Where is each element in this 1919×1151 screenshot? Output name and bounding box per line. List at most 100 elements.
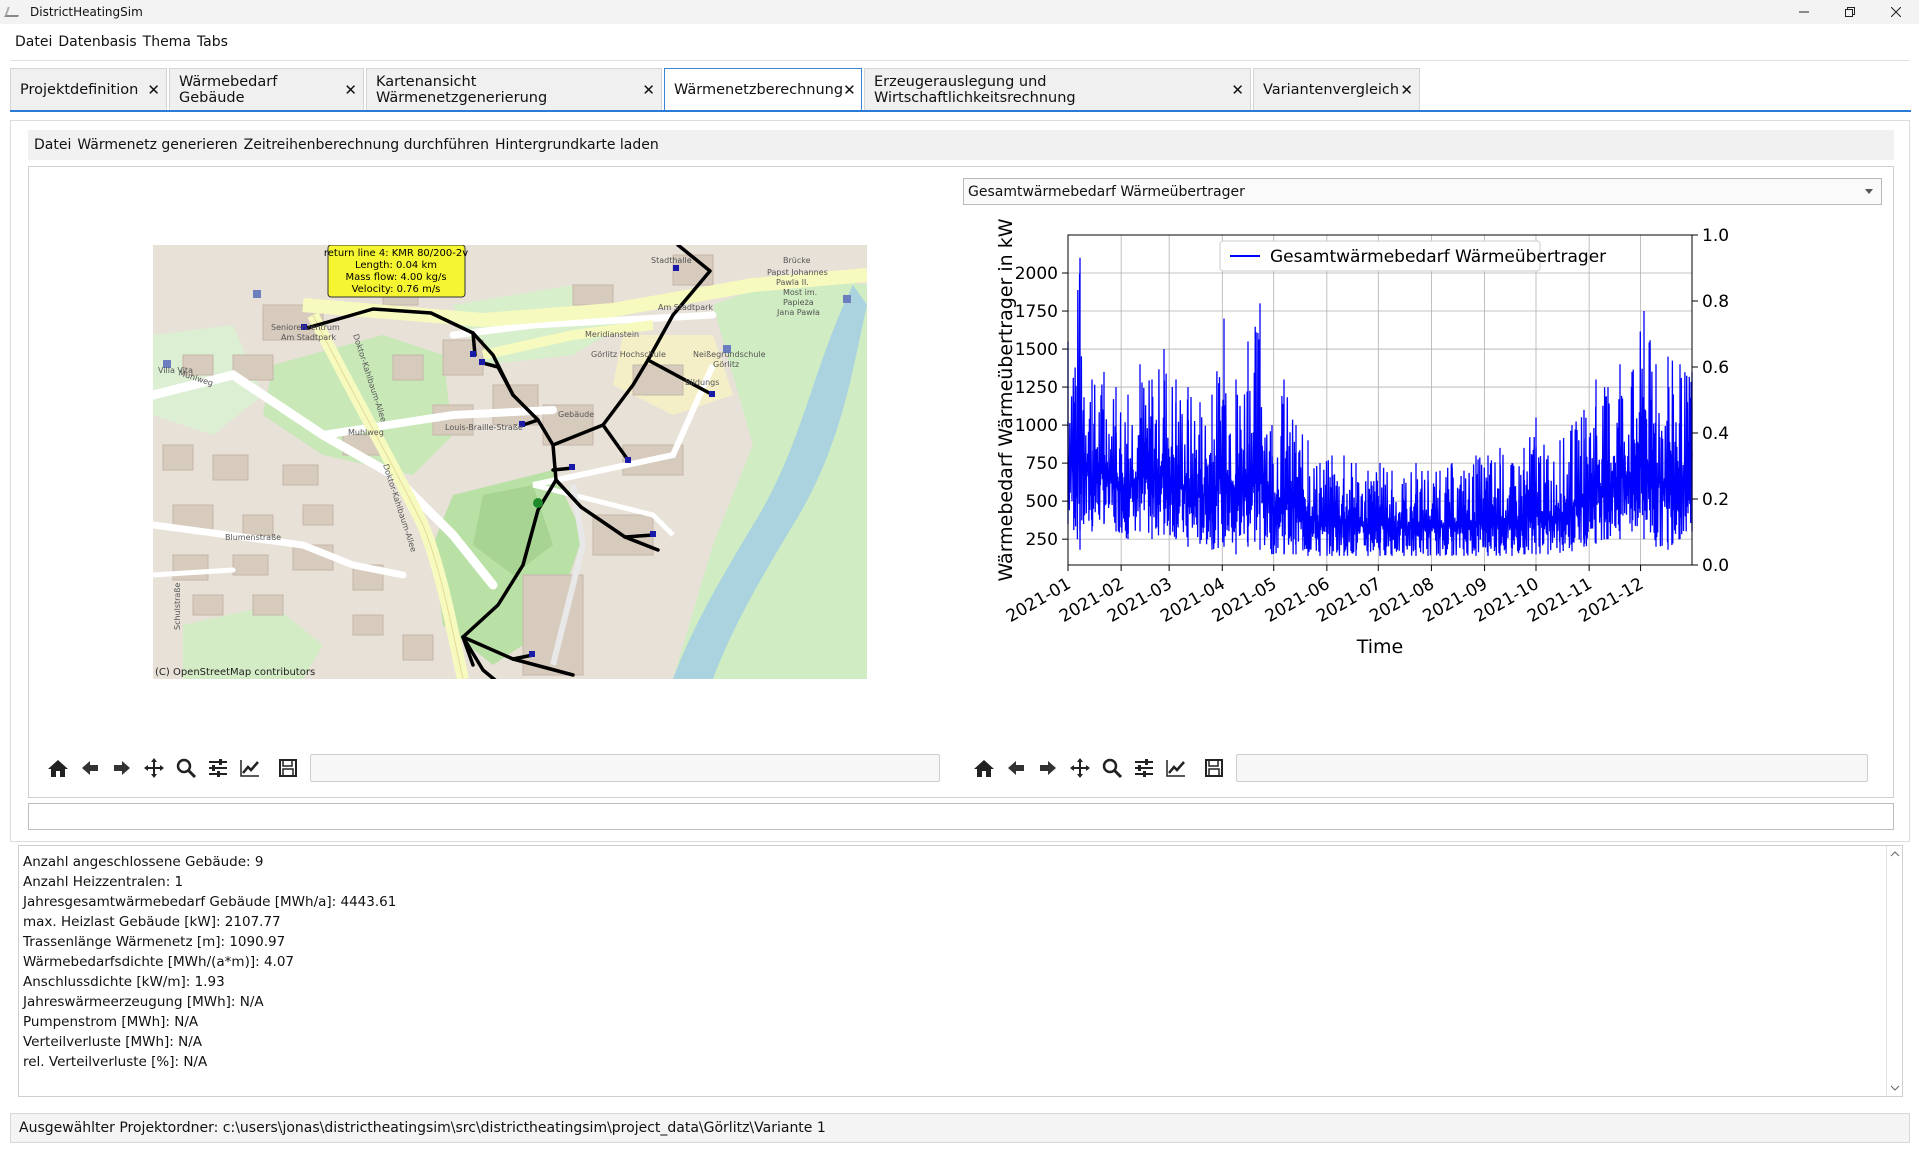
info-line: Trassenlänge Wärmenetz [m]: 1090.97 [23, 934, 286, 950]
home-button[interactable] [968, 752, 1000, 784]
map-label: Seniorenzentrum [271, 323, 340, 332]
y-tick-label: 1750 [1015, 302, 1058, 322]
home-icon [48, 760, 68, 777]
results-textbox[interactable]: Anzahl angeschlossene Gebäude: 9 Anzahl … [18, 845, 1903, 1097]
close-tab-icon[interactable]: ✕ [344, 80, 357, 99]
home-button[interactable] [42, 752, 74, 784]
menu-tabs[interactable]: Tabs [196, 34, 228, 50]
info-line: Anzahl Heizzentralen: 1 [23, 874, 184, 890]
save-figure-button[interactable] [1198, 752, 1230, 784]
tab-label: Kartenansicht Wärmenetzgenerierung [376, 73, 548, 106]
close-tab-icon[interactable]: ✕ [1231, 80, 1244, 99]
map-label: Neißegrundschule [693, 350, 766, 359]
menu-thema[interactable]: Thema [142, 34, 191, 50]
configure-button[interactable] [202, 752, 234, 784]
zoom-button[interactable] [170, 752, 202, 784]
arrow-left-icon [82, 761, 98, 775]
map-label: Am Stadtpark [658, 303, 713, 312]
menubar-divider [10, 60, 1910, 61]
submenu-bar: Datei Wärmenetz generieren Zeitreihenber… [28, 130, 1894, 160]
arrow-left-icon [1008, 761, 1024, 775]
edit-axes-button[interactable] [234, 752, 266, 784]
command-input[interactable] [28, 803, 1894, 830]
tab-waermebedarf-gebaeude[interactable]: Wärmebedarf Gebäude ✕ [169, 68, 364, 110]
close-button[interactable] [1873, 0, 1919, 24]
map-label: Brücke [783, 256, 811, 265]
tooltip-line-3: Mass flow: 4.00 kg/s [345, 272, 446, 283]
y-axis-label: Wärmebedarf Wärmeübertrager in kW [995, 218, 1017, 581]
home-icon [974, 760, 994, 777]
scroll-up-icon[interactable] [1887, 848, 1903, 860]
map-label: Blumenstraße [225, 533, 281, 542]
y-tick-label: 1500 [1015, 340, 1058, 360]
maximize-button[interactable] [1827, 0, 1873, 24]
y-tick-label: 1250 [1015, 378, 1058, 398]
tab-kartenansicht[interactable]: Kartenansicht Wärmenetzgenerierung ✕ [366, 68, 662, 110]
vertical-scrollbar[interactable] [1886, 846, 1902, 1096]
tab-label: Projektdefinition [20, 81, 139, 98]
arrow-right-icon [114, 761, 130, 775]
edit-axes-button[interactable] [1160, 752, 1192, 784]
floppy-icon [1205, 759, 1223, 777]
map-label: Muhlweg [348, 428, 384, 437]
back-button[interactable] [1000, 752, 1032, 784]
network-map[interactable]: Seniorenzentrum Am Stadtpark Am Stadtpar… [153, 245, 867, 679]
legend-entry: Gesamtwärmebedarf Wärmeübertrager [1270, 247, 1606, 267]
scroll-down-icon[interactable] [1887, 1082, 1903, 1094]
close-tab-icon[interactable]: ✕ [1400, 80, 1413, 99]
tab-waermenetzberechnung[interactable]: Wärmenetzberechnung ✕ [664, 68, 862, 110]
tab-projektdefinition[interactable]: Projektdefinition ✕ [10, 68, 167, 110]
pan-button[interactable] [1064, 752, 1096, 784]
pan-button[interactable] [138, 752, 170, 784]
map-label: Papst Johannes [767, 268, 828, 277]
menu-datenbasis[interactable]: Datenbasis [58, 34, 137, 50]
sliders-icon [1135, 759, 1153, 777]
back-button[interactable] [74, 752, 106, 784]
close-tab-icon[interactable]: ✕ [843, 80, 856, 99]
heat-demand-chart[interactable]: 2021-012021-022021-032021-042021-052021-… [960, 215, 1860, 715]
chart-legend: Gesamtwärmebedarf Wärmeübertrager [1219, 240, 1606, 272]
forward-button[interactable] [1032, 752, 1064, 784]
map-label: Pawla II. [776, 278, 809, 287]
tab-variantenvergleich[interactable]: Variantenvergleich ✕ [1253, 68, 1420, 110]
minimize-button[interactable] [1781, 0, 1827, 24]
tab-label: Variantenvergleich [1263, 81, 1400, 98]
map-label: Papieża [783, 298, 814, 307]
submenu-waermenetz-generieren[interactable]: Wärmenetz generieren [77, 137, 238, 153]
submenu-hintergrundkarte[interactable]: Hintergrundkarte laden [494, 137, 659, 153]
tab-bar: Projektdefinition ✕ Wärmebedarf Gebäude ✕ … [10, 68, 1422, 110]
tab-label: Erzeugerauslegung und Wirtschaftlichkeit… [874, 73, 1076, 106]
forward-button[interactable] [106, 752, 138, 784]
y-tick-label: 750 [1026, 454, 1058, 474]
zoom-button[interactable] [1096, 752, 1128, 784]
sliders-icon [209, 759, 227, 777]
series-select[interactable]: Gesamtwärmebedarf Wärmeübertrager [963, 178, 1882, 205]
map-label: Görlitz [713, 360, 739, 369]
y2-tick-label: 0.4 [1702, 424, 1729, 444]
map-label: Stadthalle [651, 256, 692, 265]
info-line: Jahresgesamtwärmebedarf Gebäude [MWh/a]:… [23, 894, 397, 910]
tab-label: Wärmebedarf Gebäude [179, 73, 278, 106]
magnifier-icon [176, 758, 197, 779]
map-canvas[interactable]: Seniorenzentrum Am Stadtpark Am Stadtpar… [153, 245, 867, 679]
tab-label: Wärmenetzberechnung [674, 81, 844, 98]
configure-button[interactable] [1128, 752, 1160, 784]
menu-datei[interactable]: Datei [15, 34, 53, 50]
save-figure-button[interactable] [272, 752, 304, 784]
arrow-right-icon [1040, 761, 1056, 775]
tab-erzeugerauslegung[interactable]: Erzeugerauslegung und Wirtschaftlichkeit… [864, 68, 1251, 110]
close-tab-icon[interactable]: ✕ [642, 80, 655, 99]
y2-tick-label: 0.6 [1702, 358, 1729, 378]
y2-tick-label: 0.2 [1702, 490, 1729, 510]
chart-coordinate-field [1236, 754, 1868, 782]
close-icon [1891, 7, 1901, 17]
submenu-zeitreihenberechnung[interactable]: Zeitreihenberechnung durchführen [243, 137, 489, 153]
submenu-datei[interactable]: Datei [34, 137, 72, 153]
chart-toolbar [968, 752, 1868, 784]
info-line: Anschlussdichte [kW/m]: 1.93 [23, 974, 225, 990]
close-tab-icon[interactable]: ✕ [147, 80, 160, 99]
info-line: rel. Verteilverluste [%]: N/A [23, 1054, 208, 1070]
menubar: Datei Datenbasis Thema Tabs [0, 30, 234, 54]
info-line: Verteilverluste [MWh]: N/A [23, 1034, 203, 1050]
restore-icon [1845, 7, 1855, 17]
